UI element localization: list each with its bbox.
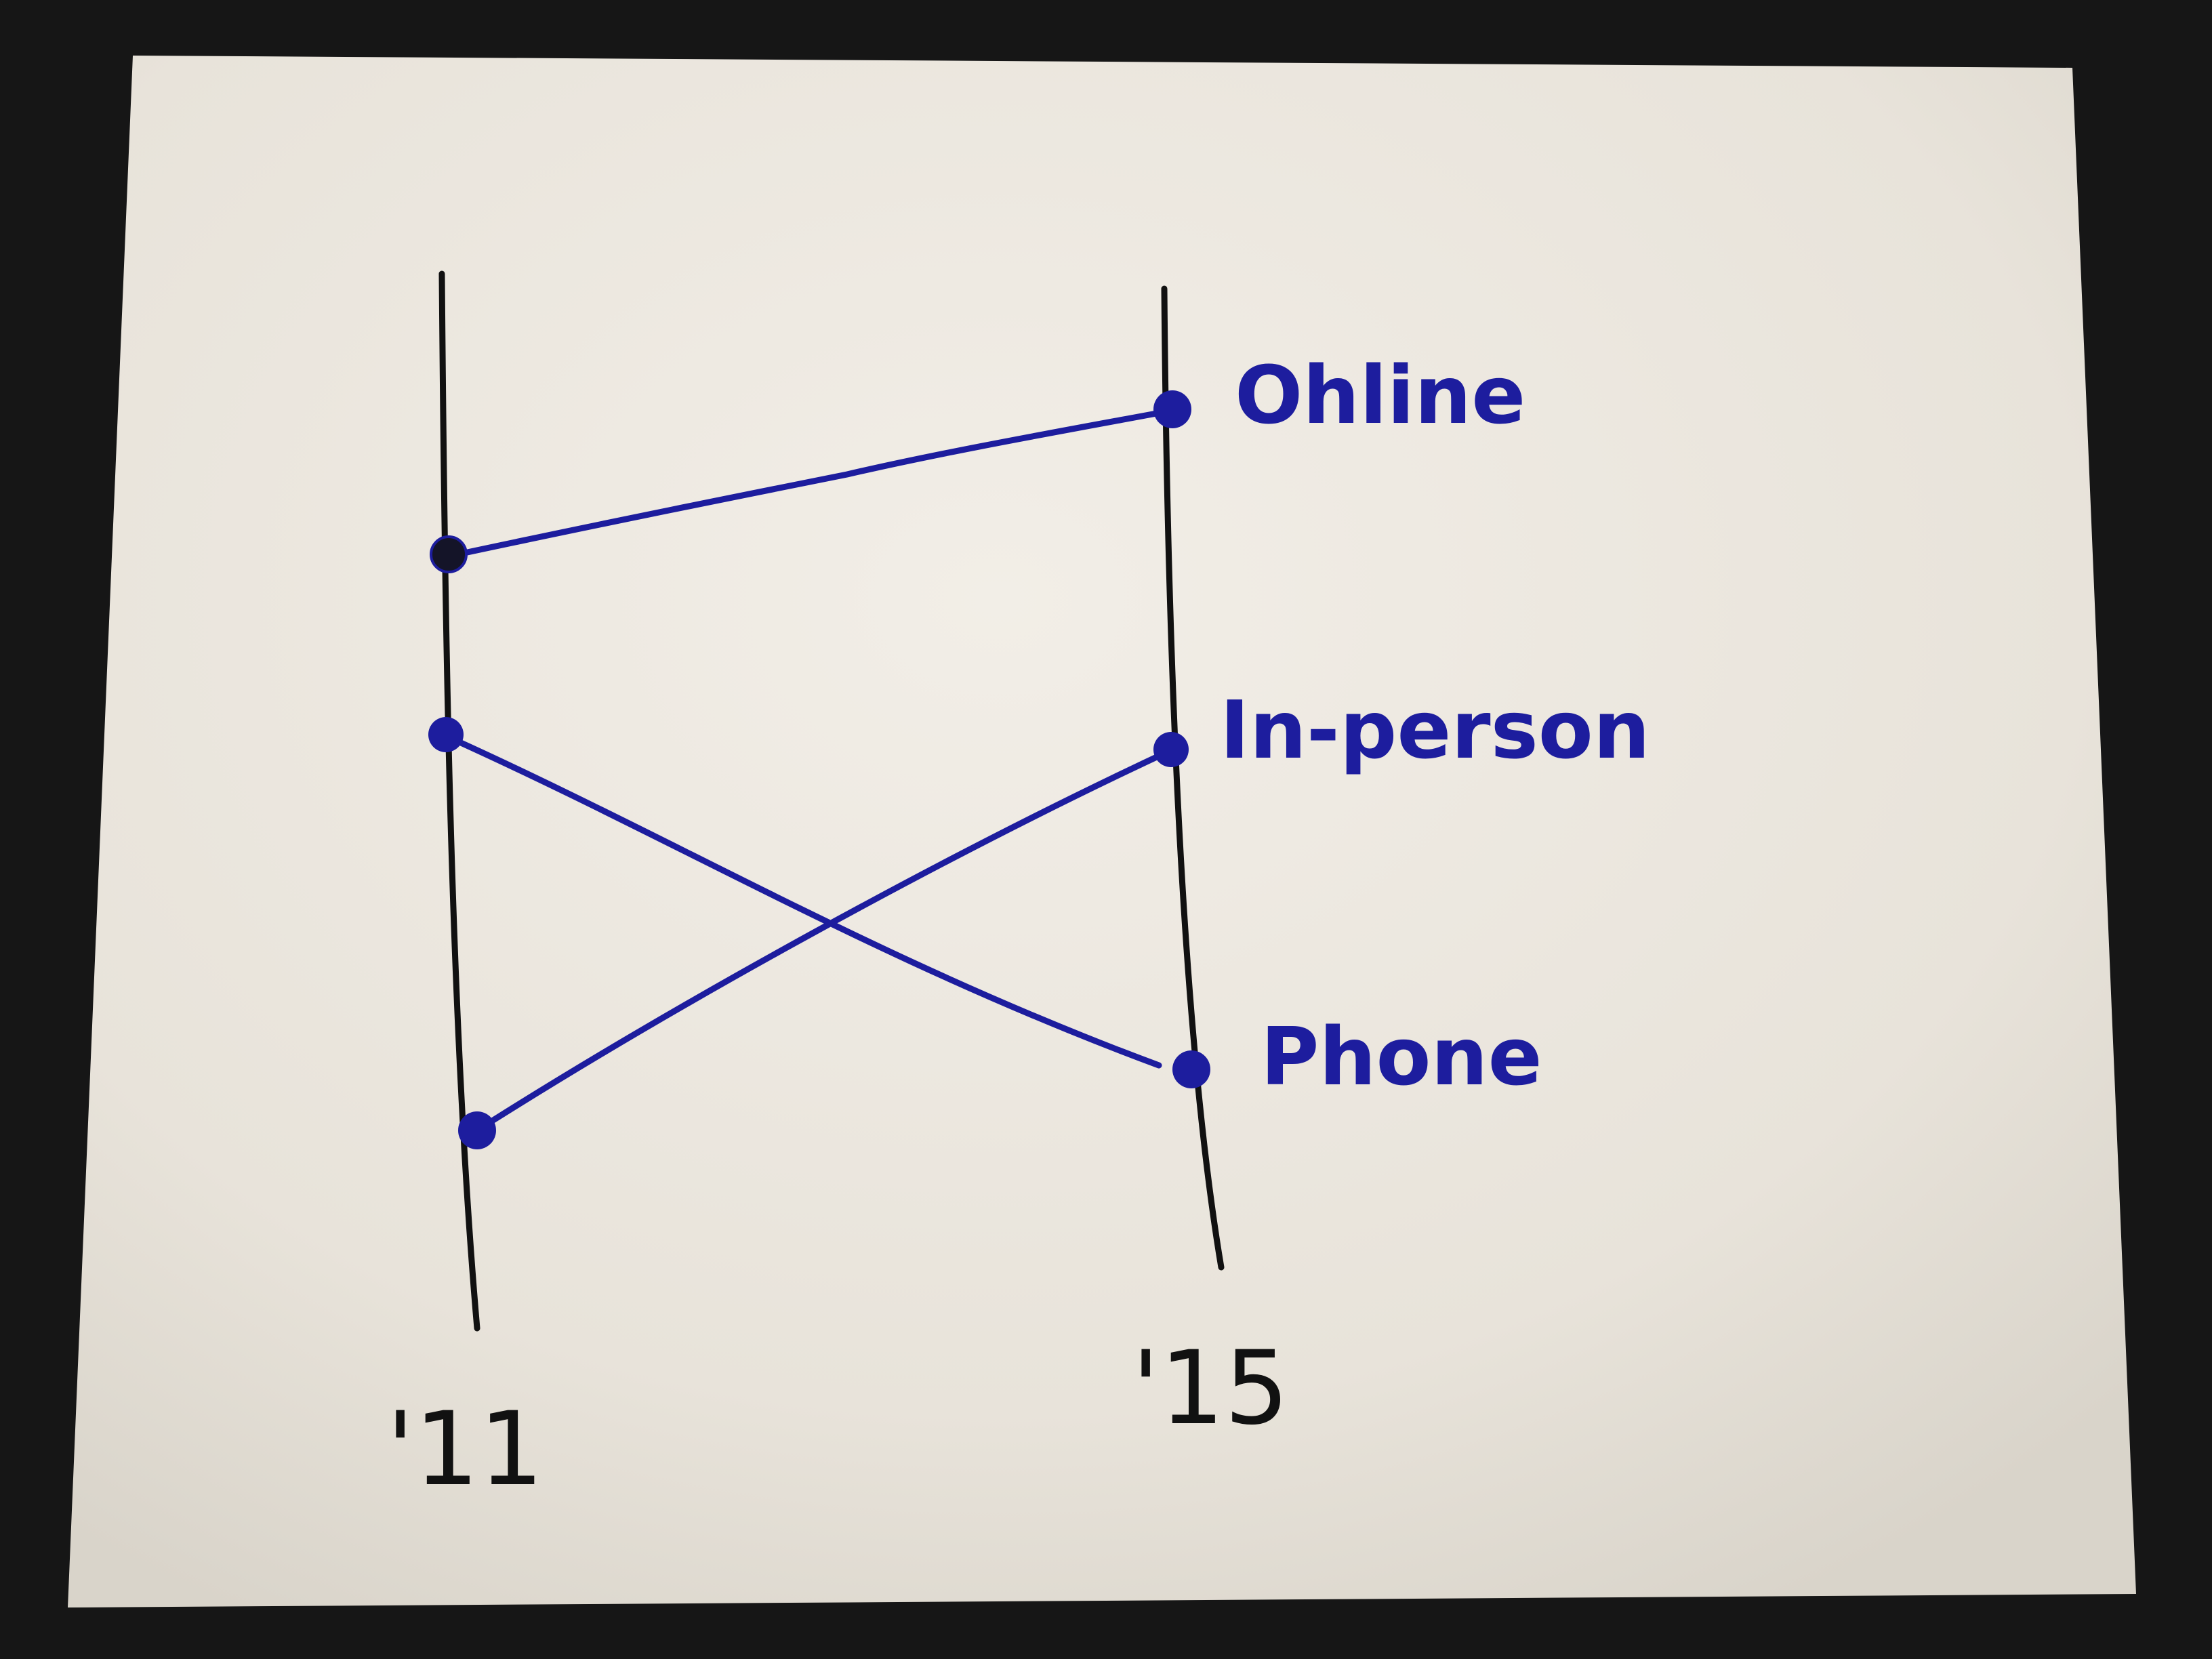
point-online-11 <box>430 535 468 573</box>
point-in-person-15 <box>1153 732 1189 767</box>
label-online: Ohline <box>1235 348 1525 442</box>
paper-sheet <box>68 56 2136 1607</box>
point-phone-15 <box>1172 1050 1210 1088</box>
point-phone-11 <box>428 717 464 752</box>
label-in-person: In-person <box>1220 683 1650 777</box>
left-axis-line <box>438 270 480 1332</box>
left-axis-label: '11 <box>386 1391 544 1509</box>
right-axis-label: '15 <box>1132 1330 1289 1448</box>
series-line-phone <box>443 733 1162 1069</box>
point-online-15 <box>1153 390 1191 428</box>
point-in-person-11 <box>458 1111 496 1149</box>
series-line-online <box>448 407 1174 559</box>
label-phone: Phone <box>1261 1010 1542 1103</box>
right-axis-line <box>1161 285 1225 1271</box>
series-line-in-person <box>474 747 1173 1134</box>
